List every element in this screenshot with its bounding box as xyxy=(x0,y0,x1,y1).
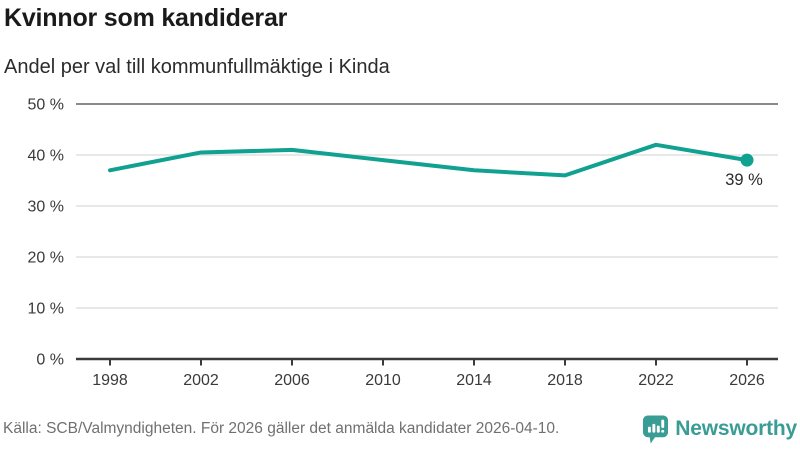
x-tick-label: 2022 xyxy=(638,372,674,389)
last-point-label: 39 % xyxy=(725,171,763,189)
x-tick-label: 2002 xyxy=(183,372,219,389)
y-tick-label: 30 % xyxy=(28,199,64,216)
x-tick-label: 2026 xyxy=(729,372,765,389)
x-tick-label: 2006 xyxy=(274,372,310,389)
page-subtitle: Andel per val till kommunfullmäktige i K… xyxy=(4,56,390,78)
x-tick-label: 2018 xyxy=(547,372,583,389)
y-tick-label: 20 % xyxy=(28,250,64,267)
y-tick-label: 40 % xyxy=(28,148,64,165)
page-title: Kvinnor som kandiderar xyxy=(4,4,288,32)
y-tick-label: 0 % xyxy=(36,352,64,369)
newsworthy-logo-icon xyxy=(643,415,669,443)
data-line xyxy=(108,142,749,178)
y-tick-label: 10 % xyxy=(28,301,64,318)
x-tick-label: 1998 xyxy=(92,372,128,389)
last-point-marker xyxy=(740,153,754,167)
x-tick-label: 2014 xyxy=(456,372,492,389)
y-tick-label: 50 % xyxy=(28,97,64,114)
footer: Källa: SCB/Valmyndigheten. För 2026 gäll… xyxy=(0,412,800,450)
newsworthy-logo[interactable]: Newsworthy xyxy=(642,415,797,444)
x-tick-label: 2010 xyxy=(365,372,401,389)
source-text: Källa: SCB/Valmyndigheten. För 2026 gäll… xyxy=(3,420,560,437)
newsworthy-wordmark: Newsworthy xyxy=(675,417,797,440)
